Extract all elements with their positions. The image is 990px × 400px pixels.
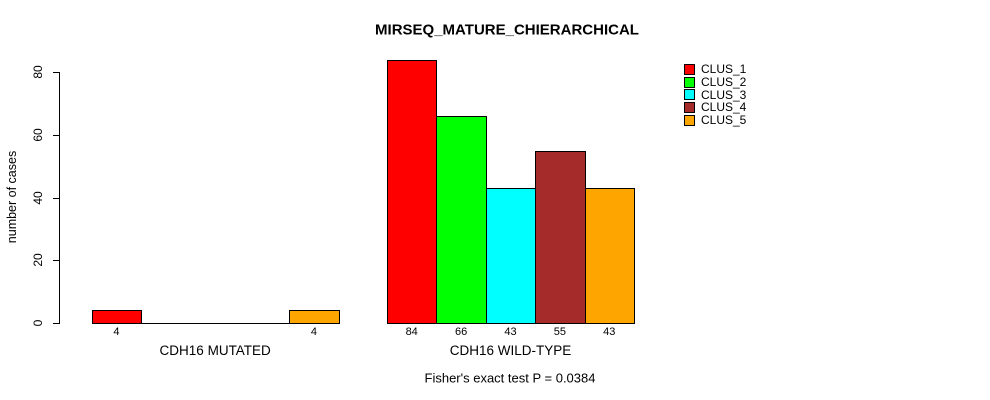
- legend-label: CLUS_5: [701, 113, 747, 128]
- y-axis-tick-label: 20: [31, 253, 45, 268]
- fisher-test-annotation: Fisher's exact test P = 0.0384: [424, 370, 596, 386]
- y-axis-tick: [53, 135, 59, 137]
- legend: CLUS_1 CLUS_2 CLUS_3 CLUS_4 CLUS_5: [684, 62, 747, 128]
- chart-title: MIRSEQ_MATURE_CHIERARCHICAL: [375, 21, 639, 39]
- legend-label: CLUS_1: [701, 62, 747, 77]
- bar-value-label: 43: [603, 326, 616, 338]
- legend-label: CLUS_4: [701, 100, 747, 115]
- legend-swatch-icon: [684, 63, 695, 75]
- legend-item-CLUS_3: CLUS_3: [684, 87, 747, 102]
- bar-CLUS_5: [584, 188, 635, 324]
- bar-CLUS_1: [91, 310, 143, 324]
- bar-value-label: 4: [310, 326, 318, 338]
- bar-CLUS_4: [535, 151, 586, 324]
- y-axis-tick: [53, 197, 59, 199]
- x-axis-baseline: [91, 323, 339, 324]
- legend-item-CLUS_1: CLUS_1: [684, 62, 747, 77]
- legend-swatch-icon: [684, 114, 695, 126]
- y-axis-tick-label: 40: [31, 191, 45, 205]
- y-axis-line: [59, 72, 60, 324]
- y-axis-tick: [53, 323, 59, 324]
- x-axis-group-label: CDH16 MUTATED: [159, 343, 271, 358]
- legend-item-CLUS_4: CLUS_4: [684, 100, 747, 115]
- bar-value-label: 4: [113, 326, 120, 338]
- y-axis-tick: [53, 72, 59, 74]
- bar-CLUS_3: [485, 188, 537, 324]
- legend-swatch-icon: [684, 101, 695, 113]
- legend-item-CLUS_2: CLUS_2: [684, 75, 747, 90]
- bar-CLUS_1: [387, 60, 438, 324]
- legend-swatch-icon: [684, 89, 695, 101]
- y-axis-tick-label: 60: [31, 128, 45, 142]
- x-axis-group-label: CDH16 WILD-TYPE: [449, 343, 572, 358]
- legend-label: CLUS_3: [701, 87, 747, 102]
- legend-swatch-icon: [684, 76, 695, 88]
- y-axis-title: number of cases: [5, 150, 19, 244]
- legend-item-CLUS_5: CLUS_5: [684, 113, 747, 128]
- y-axis-tick-label: 80: [31, 65, 45, 80]
- bar-value-label: 66: [454, 326, 468, 338]
- bar-value-label: 43: [504, 326, 517, 338]
- bar-value-label: 84: [405, 326, 418, 338]
- y-axis-tick-label: 0: [31, 319, 45, 327]
- bar-CLUS_2: [436, 116, 487, 324]
- bar-CLUS_5: [289, 310, 340, 324]
- y-axis-tick: [53, 260, 59, 262]
- legend-label: CLUS_2: [701, 75, 747, 90]
- bar-value-label: 55: [553, 326, 566, 338]
